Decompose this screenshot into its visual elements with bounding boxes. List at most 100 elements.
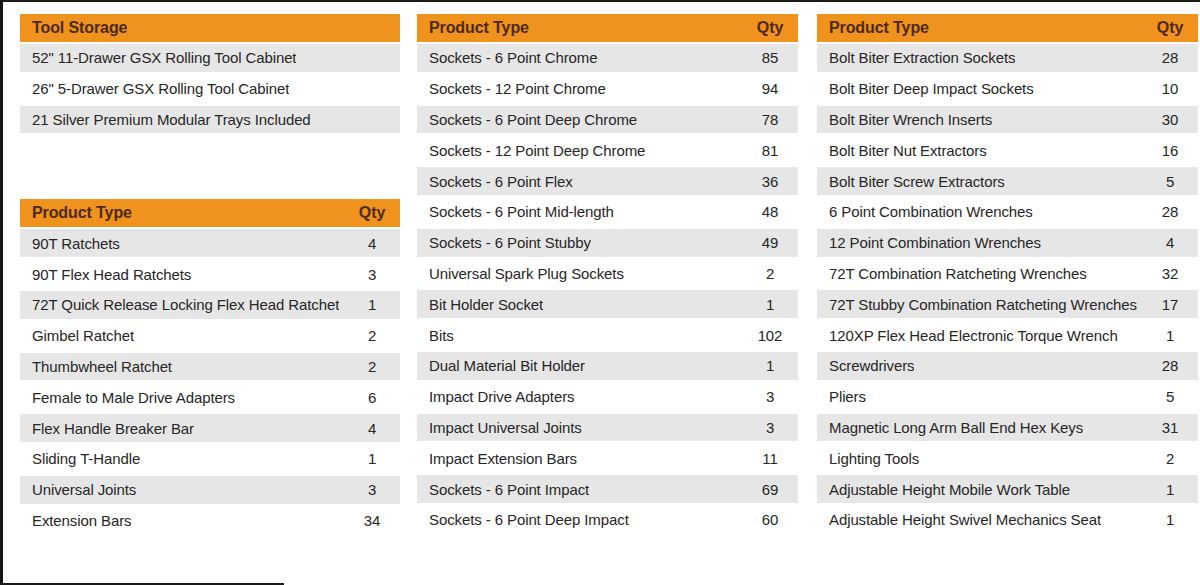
table-title: Product Type bbox=[429, 19, 529, 37]
table-row: Thumbwheel Ratchet2 bbox=[20, 353, 400, 384]
product-name: Bolt Biter Screw Extractors bbox=[829, 173, 1005, 190]
product-qty: 1 bbox=[1148, 481, 1192, 498]
table-row: Gimbel Ratchet 2 bbox=[20, 322, 400, 353]
table-row: Lighting Tools2 bbox=[817, 444, 1198, 475]
table-row: 72T Combination Ratcheting Wrenches32 bbox=[817, 260, 1198, 291]
table-title: Product Type bbox=[32, 204, 132, 222]
product-name: Screwdrivers bbox=[829, 357, 914, 374]
table-row: 12 Point Combination Wrenches4 bbox=[817, 229, 1198, 260]
product-name: Sockets - 12 Point Deep Chrome bbox=[429, 142, 645, 159]
product-name: 120XP Flex Head Electronic Torque Wrench bbox=[829, 327, 1118, 344]
product-name: Bits bbox=[429, 327, 454, 344]
table-header: Tool Storage bbox=[20, 14, 400, 42]
product-qty: 69 bbox=[748, 481, 792, 498]
product-name: Adjustable Height Mobile Work Table bbox=[829, 481, 1070, 498]
table-row: Flex Handle Breaker Bar4 bbox=[20, 414, 400, 445]
product-name: Bolt Biter Wrench Inserts bbox=[829, 111, 992, 128]
product-qty: 85 bbox=[748, 49, 792, 66]
table-row: Bolt Biter Extraction Sockets 28 bbox=[817, 44, 1198, 75]
table-row: Impact Universal Joints3 bbox=[417, 414, 798, 445]
product-qty: 2 bbox=[1148, 450, 1192, 467]
table-row: 26" 5-Drawer GSX Rolling Tool Cabinet bbox=[20, 75, 400, 106]
table-row: Bits 102 bbox=[417, 321, 798, 352]
product-qty: 49 bbox=[748, 234, 792, 251]
product-qty: 5 bbox=[1148, 388, 1192, 405]
table-header: Product TypeQty bbox=[817, 14, 1198, 42]
product-qty: 28 bbox=[1148, 49, 1192, 66]
product-qty: 2 bbox=[350, 327, 394, 344]
product-qty: 60 bbox=[748, 511, 792, 528]
column-right: Product TypeQtyBolt Biter Extraction Soc… bbox=[817, 14, 1198, 537]
table-row: 6 Point Combination Wrenches28 bbox=[817, 198, 1198, 229]
product-name: Pliers bbox=[829, 388, 866, 405]
column-left: Tool Storage 52" 11-Drawer GSX Rolling To… bbox=[20, 14, 400, 537]
product-qty: 28 bbox=[1148, 357, 1192, 374]
product-name: 6 Point Combination Wrenches bbox=[829, 203, 1033, 220]
product-qty: 10 bbox=[1148, 80, 1192, 97]
table-row: Sliding T-Handle1 bbox=[20, 445, 400, 476]
product-name: Magnetic Long Arm Ball End Hex Keys bbox=[829, 419, 1083, 436]
product-name: Impact Extension Bars bbox=[429, 450, 577, 467]
product-qty: 3 bbox=[350, 481, 394, 498]
product-name: Sockets - 12 Point Chrome bbox=[429, 80, 606, 97]
product-name: 72T Stubby Combination Ratcheting Wrench… bbox=[829, 296, 1137, 313]
table-row: 52" 11-Drawer GSX Rolling Tool Cabinet bbox=[20, 44, 400, 75]
product-qty: 6 bbox=[350, 389, 394, 406]
product-name: 90T Ratchets bbox=[32, 235, 120, 252]
product-qty: 1 bbox=[1148, 327, 1192, 344]
table-row: Universal Spark Plug Sockets2 bbox=[417, 260, 798, 291]
product-name: Impact Universal Joints bbox=[429, 419, 582, 436]
product-name: Female to Male Drive Adapters bbox=[32, 389, 235, 406]
product-qty: 30 bbox=[1148, 111, 1192, 128]
product-qty: 34 bbox=[350, 512, 394, 529]
product-qty: 102 bbox=[748, 327, 792, 344]
product-qty: 3 bbox=[350, 266, 394, 283]
extractors-wrenches-table: Product TypeQtyBolt Biter Extraction Soc… bbox=[817, 14, 1198, 537]
table-row: 21 Silver Premium Modular Trays Included bbox=[20, 106, 400, 137]
product-name: Sockets - 6 Point Flex bbox=[429, 173, 573, 190]
product-name: Universal Joints bbox=[32, 481, 136, 498]
product-qty: 16 bbox=[1148, 142, 1192, 159]
qty-column-header: Qty bbox=[748, 19, 792, 37]
ratchets-drive-tools-table: Product Type Qty 90T Ratchets490T Flex Hea… bbox=[20, 199, 400, 537]
table-row: 72T Stubby Combination Ratcheting Wrench… bbox=[817, 290, 1198, 321]
product-name: Flex Handle Breaker Bar bbox=[32, 420, 194, 437]
sockets-bits-table: Product TypeQtySockets - 6 Point Chrome8… bbox=[417, 14, 798, 537]
table-row: 90T Ratchets4 bbox=[20, 229, 400, 260]
product-name: Bolt Biter Nut Extractors bbox=[829, 142, 987, 159]
product-qty: 78 bbox=[748, 111, 792, 128]
table-row: Sockets - 6 Point Mid-length48 bbox=[417, 198, 798, 229]
product-qty: 17 bbox=[1148, 296, 1192, 313]
product-qty: 5 bbox=[1148, 173, 1192, 190]
product-name: Extension Bars bbox=[32, 512, 131, 529]
table-row: Sockets - 12 Point Chrome94 bbox=[417, 75, 798, 106]
table-row: Bolt Biter Wrench Inserts 30 bbox=[817, 106, 1198, 137]
product-name: Gimbel Ratchet bbox=[32, 327, 134, 344]
product-name: Bolt Biter Extraction Sockets bbox=[829, 49, 1015, 66]
table-row: 72T Quick Release Locking Flex Head Ratc… bbox=[20, 291, 400, 322]
qty-column-header: Qty bbox=[1148, 19, 1192, 37]
product-qty: 1 bbox=[350, 296, 394, 313]
table-title: Tool Storage bbox=[32, 19, 127, 37]
qty-column-header: Qty bbox=[350, 204, 394, 222]
product-qty: 4 bbox=[1148, 234, 1192, 251]
table-row: Pliers 5 bbox=[817, 383, 1198, 414]
table-row: Adjustable Height Mobile Work Table 1 bbox=[817, 475, 1198, 506]
catalog-spec-page: Tool Storage 52" 11-Drawer GSX Rolling To… bbox=[0, 0, 1200, 585]
product-name: 72T Quick Release Locking Flex Head Ratc… bbox=[32, 296, 339, 313]
tool-storage-table: Tool Storage 52" 11-Drawer GSX Rolling To… bbox=[20, 14, 400, 136]
table-row: 90T Flex Head Ratchets3 bbox=[20, 260, 400, 291]
product-name: 26" 5-Drawer GSX Rolling Tool Cabinet bbox=[32, 80, 289, 97]
product-name: 21 Silver Premium Modular Trays Included bbox=[32, 111, 311, 128]
table-row: Sockets - 6 Point Flex36 bbox=[417, 167, 798, 198]
table-row: Magnetic Long Arm Ball End Hex Keys31 bbox=[817, 414, 1198, 445]
table-row: Bolt Biter Deep Impact Sockets10 bbox=[817, 75, 1198, 106]
table-row: Impact Extension Bars11 bbox=[417, 444, 798, 475]
product-qty: 48 bbox=[748, 203, 792, 220]
product-name: Sockets - 6 Point Impact bbox=[429, 481, 589, 498]
product-name: Dual Material Bit Holder bbox=[429, 357, 585, 374]
product-name: Bit Holder Socket bbox=[429, 296, 543, 313]
product-name: Impact Drive Adapters bbox=[429, 388, 574, 405]
table-row: Extension Bars 34 bbox=[20, 507, 400, 538]
product-name: Sockets - 6 Point Deep Chrome bbox=[429, 111, 637, 128]
